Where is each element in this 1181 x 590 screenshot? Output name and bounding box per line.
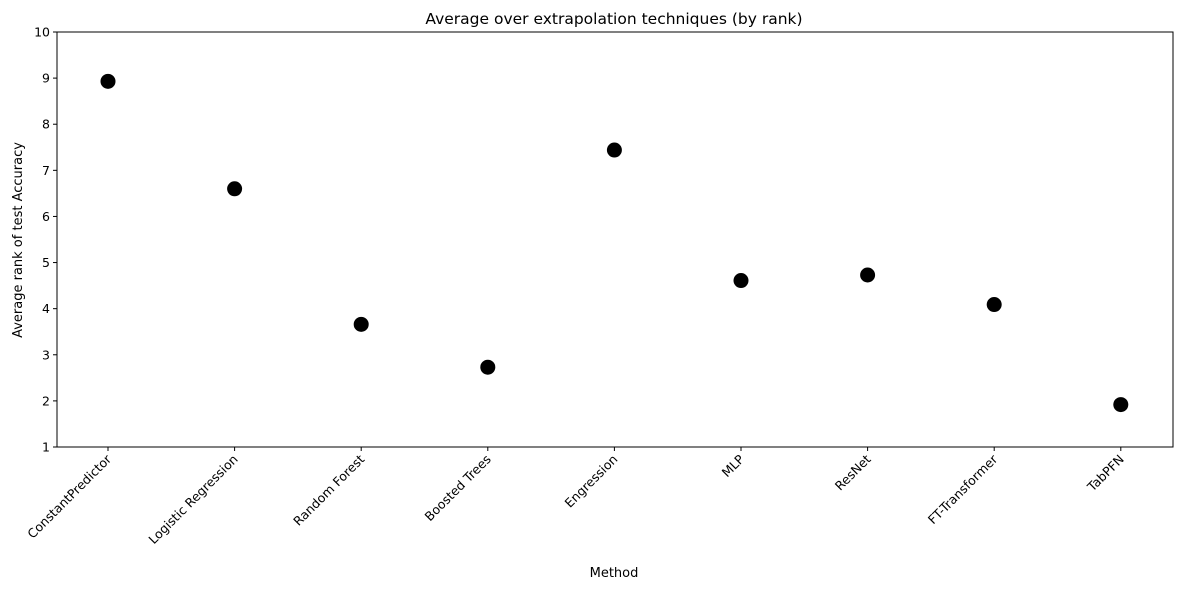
x-tick-label: ResNet bbox=[832, 451, 874, 493]
y-tick-label: 8 bbox=[42, 117, 50, 132]
x-axis: ConstantPredictor Logistic Regression Rand… bbox=[24, 447, 1127, 547]
data-points bbox=[100, 73, 1129, 413]
y-tick-label: 3 bbox=[42, 347, 50, 362]
data-point bbox=[353, 316, 369, 332]
y-tick-label: 10 bbox=[34, 25, 50, 40]
data-point bbox=[986, 297, 1002, 313]
data-point bbox=[860, 267, 876, 283]
x-tick-label: FT-Transformer bbox=[925, 451, 1001, 527]
y-axis: 1 2 3 4 5 6 7 8 9 10 bbox=[34, 25, 57, 455]
data-point bbox=[227, 181, 243, 197]
x-tick-label: Engression bbox=[562, 452, 621, 511]
x-tick-label: TabPFN bbox=[1084, 452, 1127, 495]
data-point bbox=[606, 142, 622, 158]
y-tick-label: 1 bbox=[42, 440, 50, 455]
plot-area-frame bbox=[56, 31, 1174, 448]
x-tick-label: Random Forest bbox=[290, 451, 367, 528]
x-tick-label: Boosted Trees bbox=[421, 452, 493, 524]
y-axis-label: Average rank of test Accuracy bbox=[11, 142, 26, 338]
y-tick-label: 5 bbox=[42, 255, 50, 270]
data-point bbox=[480, 359, 496, 375]
data-point bbox=[100, 73, 116, 89]
data-point bbox=[1113, 397, 1129, 413]
y-tick-label: 9 bbox=[42, 71, 50, 86]
x-tick-label: MLP bbox=[719, 451, 748, 480]
y-tick-label: 7 bbox=[42, 163, 50, 178]
y-tick-label: 4 bbox=[42, 301, 50, 316]
x-tick-label: ConstantPredictor bbox=[24, 451, 114, 541]
y-tick-label: 2 bbox=[42, 393, 50, 408]
y-tick-label: 6 bbox=[42, 209, 50, 224]
x-tick-label: Logistic Regression bbox=[145, 452, 240, 547]
chart-title: Average over extrapolation techniques (b… bbox=[425, 10, 802, 28]
data-point bbox=[733, 273, 749, 289]
x-axis-label: Method bbox=[590, 566, 639, 581]
